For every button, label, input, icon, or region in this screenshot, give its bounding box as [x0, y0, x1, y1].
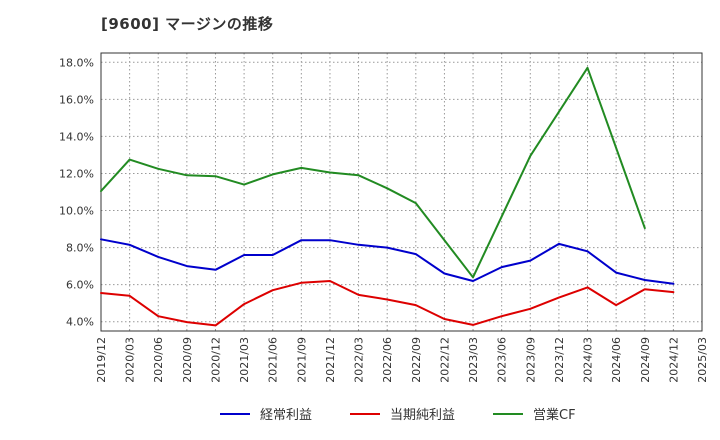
x-tick-label: 2024/03 [582, 337, 595, 383]
x-tick-label: 2020/06 [152, 337, 165, 383]
y-tick-label: 16.0% [59, 93, 94, 106]
x-tick-label: 2024/06 [610, 337, 623, 383]
x-tick-label: 2020/09 [181, 337, 194, 383]
x-tick-label: 2021/03 [238, 337, 251, 383]
x-tick-label: 2019/12 [95, 337, 108, 383]
legend: 経常利益 当期純利益 営業CF [220, 407, 576, 423]
x-tick-label: 2024/09 [639, 337, 652, 383]
x-tick-label: 2022/09 [410, 337, 423, 383]
x-tick-label: 2021/12 [324, 337, 337, 383]
x-tick-label: 2023/03 [467, 337, 480, 383]
x-tick-label: 2020/03 [124, 337, 137, 383]
y-tick-label: 8.0% [66, 242, 94, 255]
y-tick-label: 6.0% [66, 279, 94, 292]
x-tick-label: 2022/12 [438, 337, 451, 383]
x-tick-label: 2022/06 [381, 337, 394, 383]
x-tick-label: 2023/09 [524, 337, 537, 383]
series-line-3 [100, 66, 646, 279]
legend-label-3: 営業CF [533, 407, 576, 423]
x-tick-label: 2023/06 [496, 337, 509, 383]
x-axis-labels: 2019/12 2020/03 2020/06 2020/09 2020/12 2021/… [95, 337, 709, 383]
y-tick-label: 10.0% [59, 205, 94, 218]
legend-label-2: 当期純利益 [390, 408, 455, 423]
y-axis-labels: 4.0% 6.0% 8.0% 10.0% 12.0% 14.0% 16.0% 18.0% [59, 56, 94, 328]
chart-title: [9600] マージンの推移 [101, 15, 274, 33]
x-tick-label: 2024/12 [667, 337, 680, 383]
x-tick-label: 2025/03 [696, 337, 709, 383]
plot-area [101, 53, 702, 331]
series-line-1 [100, 238, 675, 285]
y-tick-label: 4.0% [66, 316, 94, 329]
grid-lines [100, 53, 703, 331]
y-tick-label: 12.0% [59, 167, 94, 180]
x-tick-label: 2023/12 [553, 337, 566, 383]
x-tick-label: 2021/09 [295, 337, 308, 383]
y-tick-label: 18.0% [59, 56, 94, 69]
y-tick-label: 14.0% [59, 130, 94, 143]
series-line-2 [100, 280, 675, 327]
legend-label-1: 経常利益 [260, 408, 312, 423]
x-tick-label: 2021/06 [267, 337, 280, 383]
x-tick-label: 2020/12 [209, 337, 222, 383]
x-tick-label: 2022/03 [353, 337, 366, 383]
